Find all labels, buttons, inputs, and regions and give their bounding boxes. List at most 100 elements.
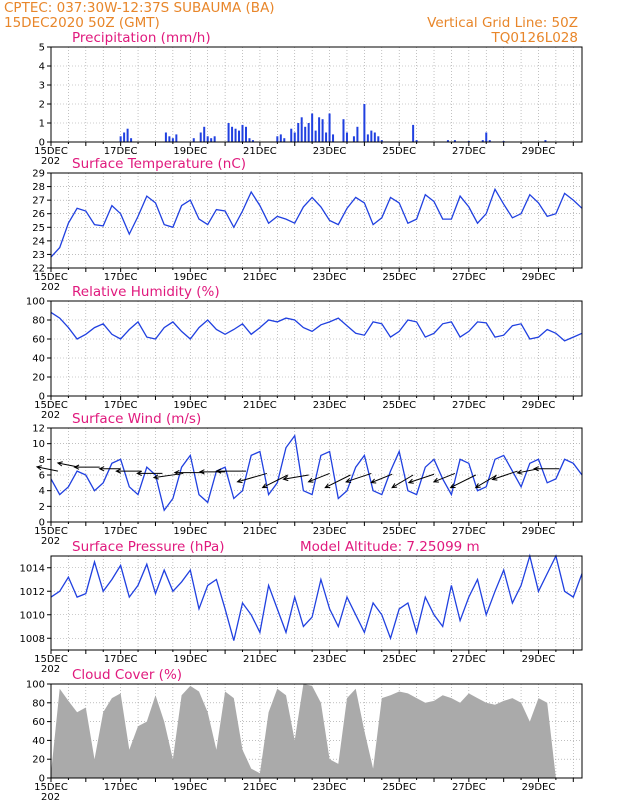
pressure-xtick-label: 27DEC: [452, 654, 486, 665]
humidity-year-label: 202: [41, 410, 60, 421]
precipitation-bar: [325, 132, 328, 142]
wind-xtick-label: 25DEC: [382, 526, 416, 537]
precipitation-bar: [345, 132, 348, 142]
wind-vector-arrow: [173, 470, 205, 476]
precipitation-year-label: 202: [41, 156, 60, 167]
wind-xtick-label: 29DEC: [522, 526, 556, 537]
precipitation-bar: [366, 134, 369, 142]
wind-vector-arrow: [198, 469, 226, 475]
cloud-xtick-label: 27DEC: [452, 782, 486, 793]
pressure-ytick-label: 1008: [20, 634, 45, 645]
humidity-xtick-label: 29DEC: [522, 400, 556, 411]
precipitation-bar: [244, 126, 247, 142]
precipitation-xtick-label: 25DEC: [382, 146, 416, 157]
precipitation-bar: [210, 138, 213, 142]
precipitation-bar: [234, 128, 237, 142]
precipitation-bar: [453, 140, 456, 142]
wind-vector-arrow: [261, 474, 288, 489]
wind-vector-arrow: [391, 474, 414, 489]
wind-xtick-label: 27DEC: [452, 526, 486, 537]
precipitation-bar: [307, 123, 310, 142]
precipitation-bar: [164, 132, 167, 142]
pressure-series-line: [50, 553, 583, 641]
precipitation-bar: [168, 136, 171, 142]
cloud-ytick-label: 0: [39, 774, 45, 785]
temperature-xtick-label: 17DEC: [104, 272, 138, 283]
precipitation-bar: [171, 138, 174, 142]
precipitation-bar: [321, 119, 324, 142]
humidity-title: Relative Humidity (%): [72, 284, 220, 300]
precipitation-bar: [363, 104, 366, 142]
precipitation-bar: [412, 124, 415, 142]
wind-vector-arrow: [533, 466, 560, 472]
header-datetime: 15DEC2020 50Z (GMT): [4, 15, 160, 31]
precipitation-bar: [276, 136, 279, 142]
precipitation-bar: [293, 132, 296, 142]
cloud-xtick-label: 15DEC: [34, 782, 68, 793]
precipitation-bar: [297, 123, 300, 142]
precipitation-bar: [311, 113, 314, 142]
cloud-ytick-label: 80: [32, 698, 45, 709]
precipitation-bar: [283, 138, 286, 142]
header-grid-line: Vertical Grid Line: 50Z: [427, 15, 578, 31]
precipitation-bar: [227, 123, 230, 142]
humidity-xtick-label: 21DEC: [243, 400, 277, 411]
wind-xtick-label: 23DEC: [313, 526, 347, 537]
wind-vector-arrow: [449, 474, 477, 489]
precipitation-bar: [238, 130, 241, 142]
cloud-ytick-label: 40: [32, 736, 45, 747]
temperature-ytick-label: 26: [32, 209, 45, 220]
pressure-ytick-label: 1014: [20, 563, 45, 574]
precipitation-bar: [203, 126, 206, 142]
precipitation-bar: [342, 119, 345, 142]
humidity-ytick-label: 0: [39, 392, 45, 403]
cloud-xtick-label: 25DEC: [382, 782, 416, 793]
wind-vector-arrow: [307, 472, 330, 483]
precipitation-bar: [290, 128, 293, 142]
humidity-xtick-label: 23DEC: [313, 400, 347, 411]
precipitation-bar: [485, 132, 488, 142]
humidity-ytick-label: 40: [32, 354, 45, 365]
pressure-xtick-label: 23DEC: [313, 654, 347, 665]
humidity-xtick-label: 17DEC: [104, 400, 138, 411]
wind-year-label: 202: [41, 536, 60, 547]
pressure-frame: [50, 555, 583, 651]
precipitation-bar: [544, 140, 547, 142]
precipitation-ytick-label: 3: [39, 81, 45, 92]
precipitation-panel: 0 1 2 3 4 5 15DEC 17DEC 19DEC 21DEC 23DEC 25DEC 27DE…: [34, 30, 583, 167]
precipitation-xtick-label: 15DEC: [34, 146, 68, 157]
temperature-ytick-label: 24: [32, 236, 45, 247]
wind-vector-arrow: [282, 474, 309, 482]
precipitation-bar: [199, 132, 202, 142]
temperature-xtick-label: 21DEC: [243, 272, 277, 283]
wind-ytick-label: 0: [39, 518, 45, 529]
pressure-annotation: Model Altitude: 7.25099 m: [300, 539, 480, 555]
precipitation-ytick-label: 5: [39, 43, 45, 54]
precipitation-bar: [314, 130, 317, 142]
precipitation-bar: [251, 140, 254, 142]
temperature-xtick-label: 23DEC: [313, 272, 347, 283]
header-station: CPTEC: 037:30W-12:37S SUBAUMA (BA): [4, 0, 275, 16]
humidity-xtick-label: 15DEC: [34, 400, 68, 411]
pressure-xtick-label: 29DEC: [522, 654, 556, 665]
precipitation-bar: [241, 124, 244, 142]
cloud-xtick-label: 29DEC: [522, 782, 556, 793]
wind-vector-arrow: [215, 468, 246, 474]
wind-title: Surface Wind (m/s): [72, 411, 201, 427]
temperature-ytick-label: 22: [32, 264, 45, 275]
pressure-xtick-label: 25DEC: [382, 654, 416, 665]
pressure-xtick-label: 15DEC: [34, 654, 68, 665]
cloud-ytick-label: 60: [32, 717, 45, 728]
wind-vector-arrow: [407, 473, 435, 484]
temperature-xtick-label: 15DEC: [34, 272, 68, 283]
precipitation-xtick-label: 21DEC: [243, 146, 277, 157]
wind-vector-arrow: [136, 470, 163, 477]
temperature-title: Surface Temperature (nC): [72, 156, 246, 172]
temperature-ytick-label: 23: [32, 250, 45, 261]
precipitation-bar: [373, 132, 376, 142]
cloud-xtick-label: 23DEC: [313, 782, 347, 793]
humidity-frame: [50, 300, 583, 397]
precipitation-bar: [304, 126, 307, 142]
humidity-panel: 0 20 40 60 80 100 15DEC 17DEC 19DEC 21DEC 23DEC 25D…: [26, 284, 583, 421]
